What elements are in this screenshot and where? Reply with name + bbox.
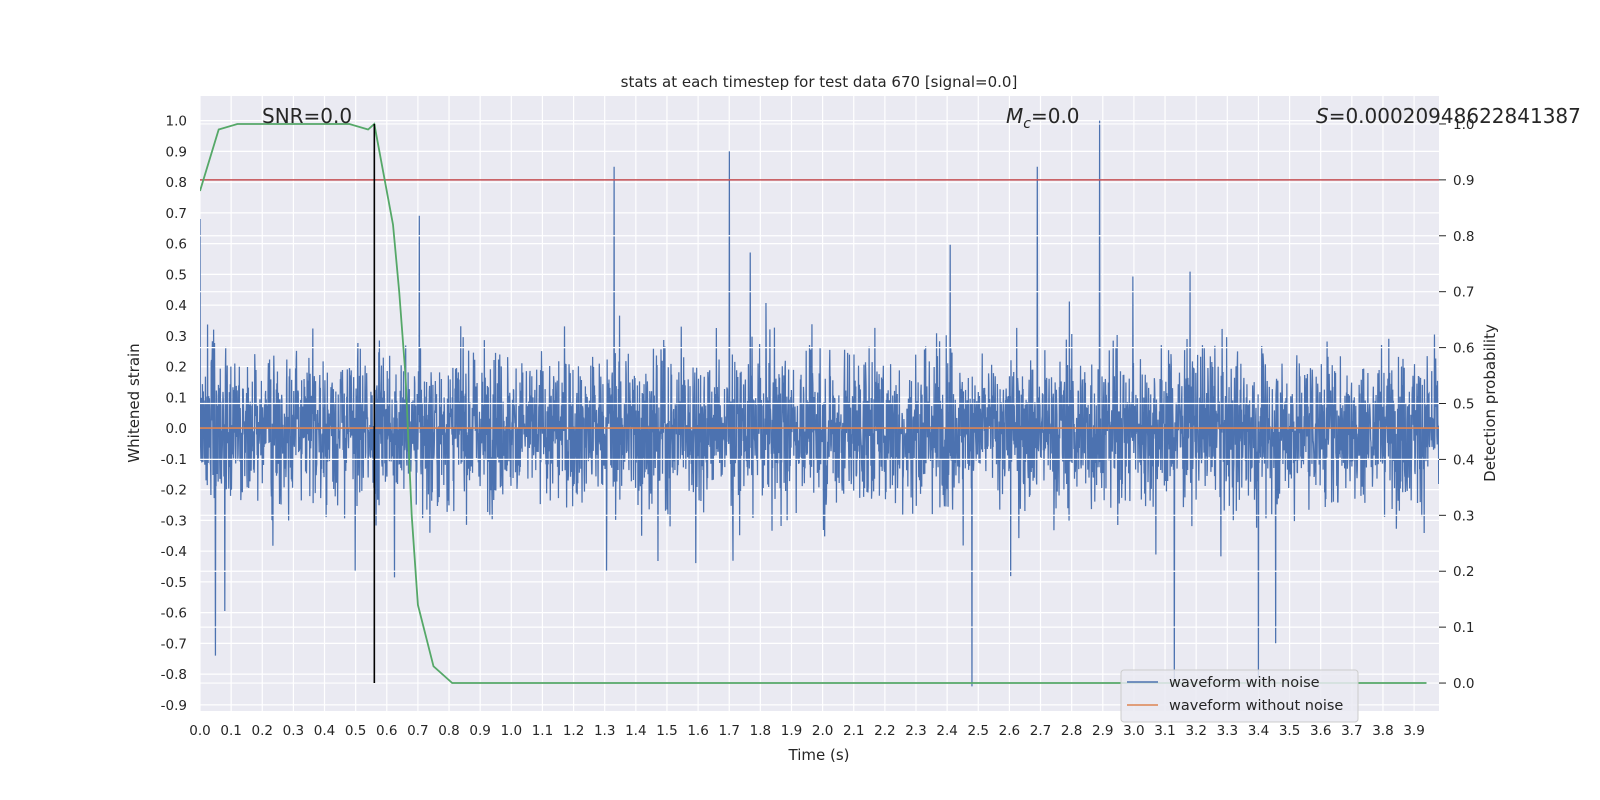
y-tick-label: -0.6 [161,606,187,622]
x-tick-label: 1.1 [532,723,553,739]
y2-tick-labels: 1.0 0.9 0.8 0.7 0.6 0.5 0.4 0.3 0.2 0.1 0.0 [1439,117,1474,692]
x-tick-label: 1.3 [594,723,615,739]
y2-tick-label: 0.2 [1453,564,1474,580]
y2-tick-label: 0.5 [1453,397,1474,413]
y2-axis-label: Detection probability [1481,324,1499,482]
legend-label-clean: waveform without noise [1169,698,1343,714]
y2-tick-label: 0.8 [1453,229,1474,245]
x-tick-label: 3.0 [1123,723,1144,739]
y-tick-label: -0.9 [161,698,187,714]
x-tick-label: 1.9 [781,723,802,739]
y-tick-label: 1.0 [166,114,187,130]
x-tick-label: 3.9 [1403,723,1424,739]
y-tick-label: -0.3 [161,513,187,529]
legend-box [1120,669,1359,723]
y2-tick-label: 0.4 [1453,452,1474,468]
y-tick-label: 0.6 [166,237,187,253]
y-tick-label: -0.1 [161,452,187,468]
y-tick-label: -0.5 [161,575,187,591]
snr-annotation: SNR=0.0 [262,104,352,128]
x-tick-label: 2.6 [999,723,1020,739]
x-tick-label: 0.0 [189,723,210,739]
x-tick-label: 0.9 [469,723,490,739]
y-tick-label: -0.8 [161,667,187,683]
chirp-mass-annotation: Mc=0.0 [1006,104,1080,132]
y2-tick-label: 0.1 [1453,620,1474,636]
chart-title: stats at each timestep for test data 670… [621,73,1018,91]
y-tick-label: 0.5 [166,267,187,283]
x-tick-label: 2.3 [905,723,926,739]
x-tick-label: 3.3 [1217,723,1238,739]
legend: waveform with noise waveform without noi… [1120,669,1359,723]
s-annotation: S=0.00020948622841387 [1316,104,1581,128]
x-tick-label: 1.5 [656,723,677,739]
y-tick-labels: 1.0 0.9 0.8 0.7 0.6 0.5 0.4 0.3 0.2 0.1 0.0 -0.1 -0.… [161,114,187,714]
y-tick-label: -0.2 [161,483,187,499]
x-tick-label: 3.6 [1310,723,1331,739]
x-tick-label: 1.4 [625,723,646,739]
plot-area [200,120,1439,687]
x-tick-label: 1.2 [563,723,584,739]
series-waveform-with-noise [200,120,1439,687]
y2-tick-label: 0.7 [1453,285,1474,301]
x-tick-label: 3.4 [1248,723,1269,739]
y2-tick-label: 0.9 [1453,173,1474,189]
x-tick-label: 0.4 [314,723,335,739]
y-axis-label: Whitened strain [125,343,143,462]
y2-tick-label: 0.6 [1453,341,1474,357]
x-tick-label: 0.5 [345,723,366,739]
x-tick-label: 3.5 [1279,723,1300,739]
y2-tick-label: 0.0 [1453,676,1474,692]
series-detection-probability [200,122,1427,684]
x-tick-label: 2.2 [874,723,895,739]
y-tick-label: 0.0 [166,421,187,437]
x-tick-labels: 0.0 0.1 0.2 0.3 0.4 0.5 0.6 0.7 0.8 0.9 1.0 1.1 1.2 1… [189,723,1425,739]
y-tick-label: 0.2 [166,360,187,376]
x-tick-label: 3.1 [1154,723,1175,739]
x-tick-label: 0.3 [283,723,304,739]
x-tick-label: 0.1 [220,723,241,739]
x-tick-label: 2.5 [968,723,989,739]
x-tick-label: 0.6 [376,723,397,739]
x-tick-label: 0.7 [407,723,428,739]
x-tick-label: 1.6 [687,723,708,739]
x-tick-label: 2.1 [843,723,864,739]
x-tick-label: 0.8 [438,723,459,739]
x-tick-label: 2.8 [1061,723,1082,739]
y2-tick-label: 0.3 [1453,508,1474,524]
legend-label-noise: waveform with noise [1169,675,1320,691]
y-tick-label: 0.3 [166,329,187,345]
x-tick-label: 1.8 [750,723,771,739]
y-tick-label: 0.9 [166,144,187,160]
x-tick-label: 2.7 [1030,723,1051,739]
x-tick-label: 1.7 [718,723,739,739]
x-tick-label: 3.8 [1372,723,1393,739]
x-tick-label: 1.0 [501,723,522,739]
y-tick-label: -0.7 [161,636,187,652]
x-tick-label: 3.2 [1185,723,1206,739]
x-tick-label: 2.9 [1092,723,1113,739]
y2-tick-label: 1.0 [1453,117,1474,133]
x-axis-label: Time (s) [788,746,850,764]
y-tick-label: 0.4 [166,298,187,314]
x-tick-label: 2.4 [936,723,957,739]
y-tick-label: 0.8 [166,175,187,191]
y-tick-label: 0.1 [166,390,187,406]
y-tick-label: 0.7 [166,206,187,222]
x-tick-label: 2.0 [812,723,833,739]
y-tick-label: -0.4 [161,544,187,560]
x-tick-label: 3.7 [1341,723,1362,739]
x-tick-label: 0.2 [252,723,273,739]
